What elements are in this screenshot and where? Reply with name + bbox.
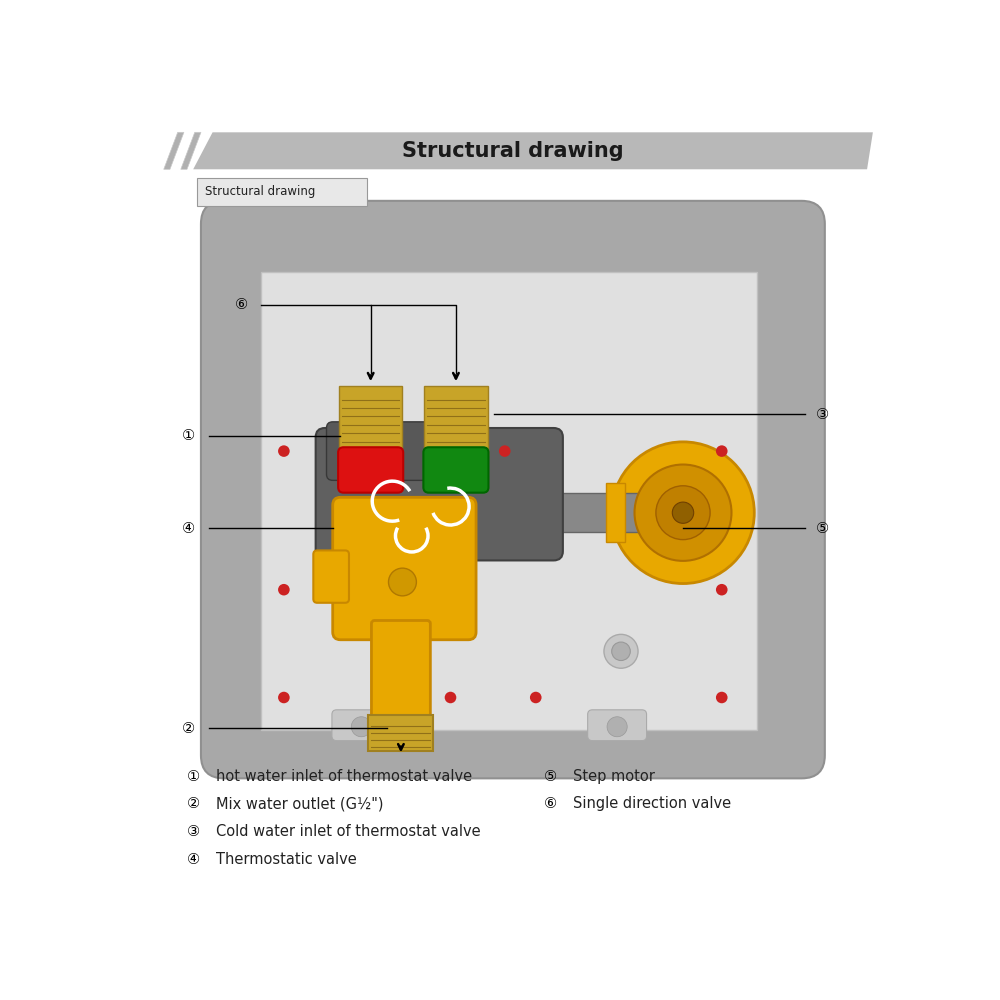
Circle shape [499, 445, 511, 457]
Text: Thermostatic valve: Thermostatic valve [216, 852, 357, 867]
Text: Step motor: Step motor [573, 769, 655, 784]
Circle shape [635, 465, 731, 561]
Circle shape [445, 692, 456, 703]
FancyBboxPatch shape [339, 386, 402, 456]
Circle shape [612, 442, 754, 584]
Text: Cold water inlet of thermostat valve: Cold water inlet of thermostat valve [216, 824, 481, 839]
FancyBboxPatch shape [201, 201, 825, 778]
Text: ⑤: ⑤ [816, 521, 829, 536]
Text: ③: ③ [187, 824, 200, 839]
FancyBboxPatch shape [588, 710, 647, 741]
Circle shape [278, 584, 290, 595]
Text: ①: ① [182, 428, 195, 443]
Circle shape [604, 634, 638, 668]
FancyBboxPatch shape [424, 386, 488, 456]
Text: Structural drawing: Structural drawing [205, 185, 315, 198]
Text: ⑥: ⑥ [544, 796, 557, 811]
Polygon shape [193, 132, 873, 169]
Text: ③: ③ [816, 407, 829, 422]
Polygon shape [164, 132, 184, 169]
Text: ②: ② [187, 796, 200, 811]
Text: ⑥: ⑥ [235, 297, 248, 312]
Bar [547, 493, 656, 532]
FancyBboxPatch shape [338, 447, 403, 493]
Circle shape [672, 502, 694, 523]
FancyBboxPatch shape [261, 272, 757, 730]
FancyBboxPatch shape [316, 428, 563, 560]
Circle shape [716, 445, 728, 457]
Circle shape [716, 692, 728, 703]
FancyBboxPatch shape [197, 178, 367, 206]
FancyBboxPatch shape [332, 710, 391, 741]
Bar [606, 483, 625, 542]
Circle shape [607, 717, 627, 737]
Circle shape [351, 717, 371, 737]
Text: hot water inlet of thermostat valve: hot water inlet of thermostat valve [216, 769, 473, 784]
Circle shape [388, 568, 416, 596]
Circle shape [612, 642, 630, 661]
FancyBboxPatch shape [371, 620, 430, 725]
FancyBboxPatch shape [333, 497, 476, 640]
Circle shape [278, 445, 290, 457]
Text: ⑤: ⑤ [544, 769, 557, 784]
FancyBboxPatch shape [326, 422, 482, 480]
Text: Mix water outlet (G½"): Mix water outlet (G½") [216, 796, 384, 811]
Circle shape [716, 584, 728, 595]
Text: ①: ① [187, 769, 200, 784]
Circle shape [656, 486, 710, 540]
FancyBboxPatch shape [368, 715, 433, 751]
Text: Single direction valve: Single direction valve [573, 796, 731, 811]
FancyBboxPatch shape [313, 550, 349, 603]
FancyBboxPatch shape [423, 447, 488, 493]
Circle shape [530, 692, 542, 703]
Text: ④: ④ [182, 521, 195, 536]
Polygon shape [181, 132, 201, 169]
Text: ④: ④ [187, 852, 200, 867]
Circle shape [278, 692, 290, 703]
Text: Structural drawing: Structural drawing [402, 141, 623, 161]
Text: ②: ② [182, 721, 195, 736]
